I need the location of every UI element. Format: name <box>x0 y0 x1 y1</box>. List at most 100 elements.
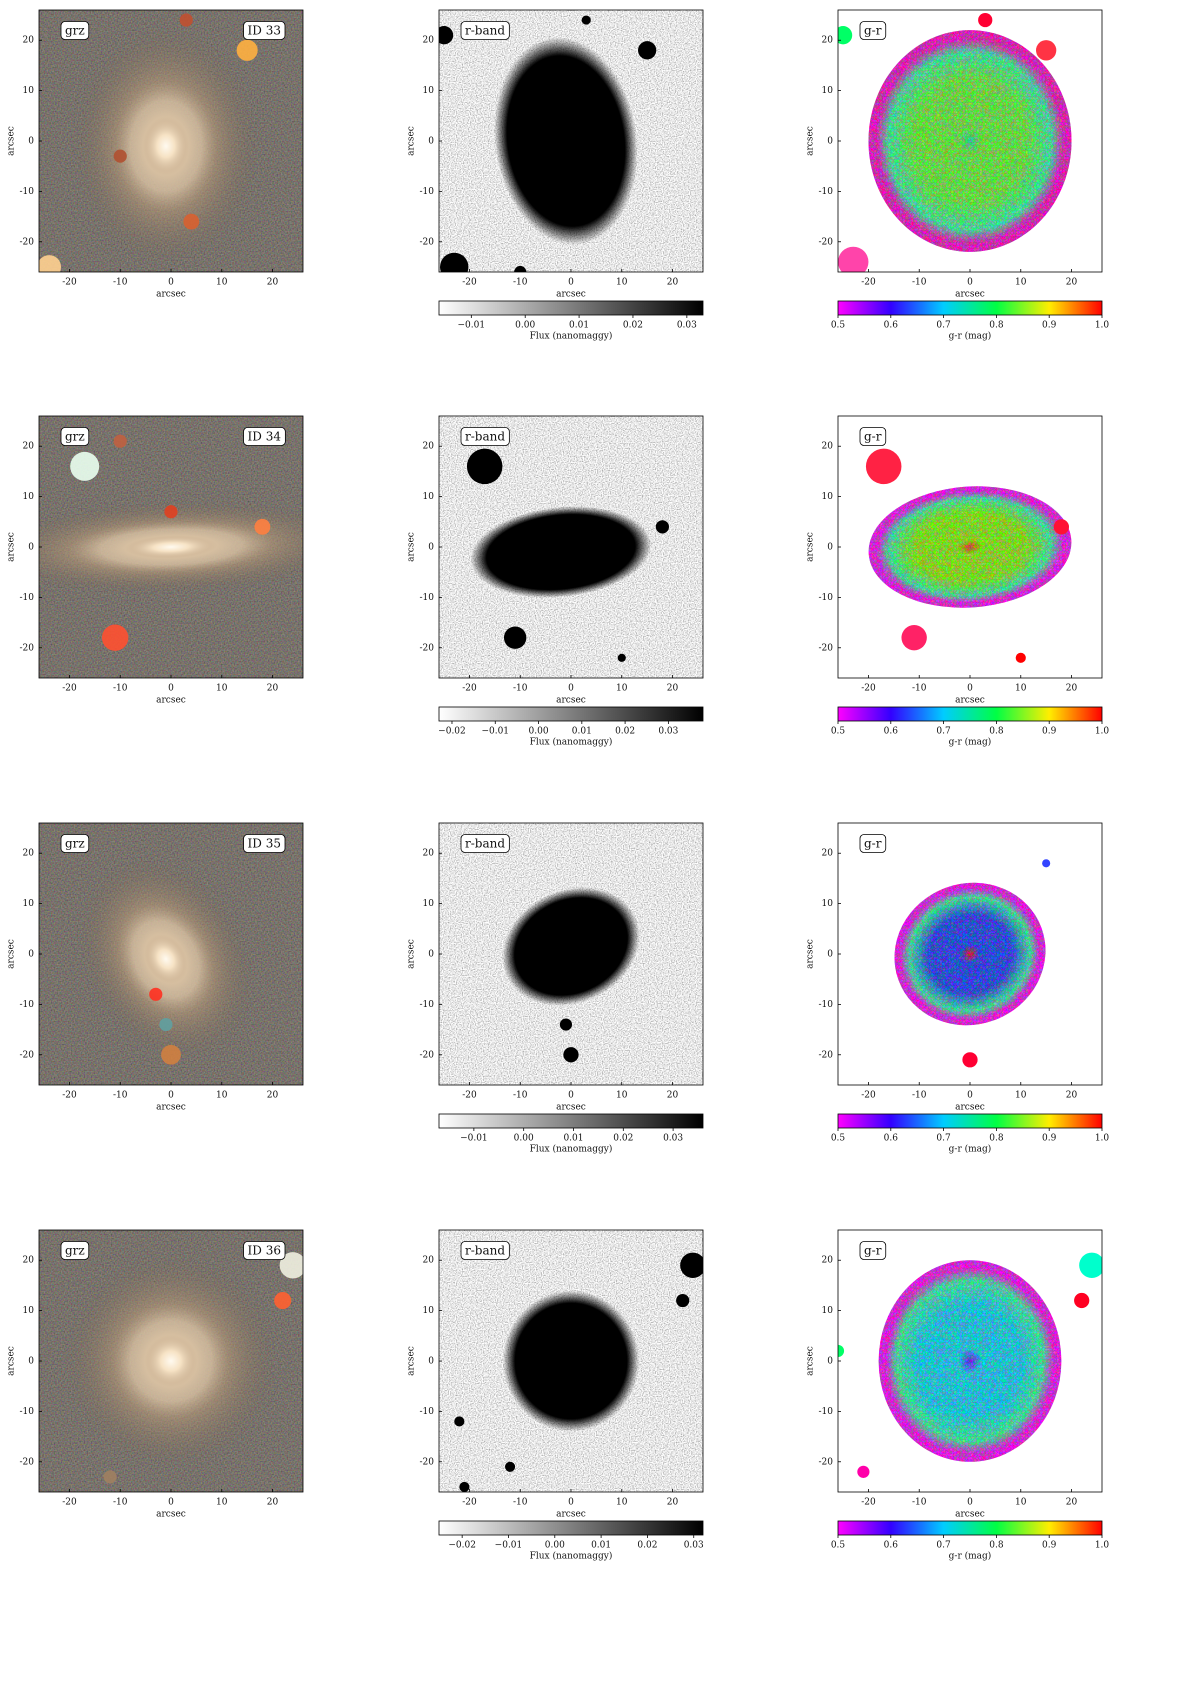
x-axis-label: arcsec <box>955 696 985 706</box>
colorbar-tick-label: 0.01 <box>563 1134 583 1144</box>
star <box>901 625 927 651</box>
y-tick-label: 20 <box>423 1256 435 1266</box>
y-tick-label: -10 <box>20 187 35 197</box>
label-box <box>859 427 887 446</box>
colorbar-tick-label: 1.0 <box>1095 727 1110 737</box>
y-tick-label: 20 <box>822 36 834 46</box>
y-tick-label: 0 <box>428 137 434 147</box>
colorbar-tick-label: −0.01 <box>495 1541 523 1551</box>
colorbar-tick-label: 0.00 <box>514 1134 534 1144</box>
colorbar-tick-label: 0.01 <box>591 1541 611 1551</box>
x-axis-label: arcsec <box>156 696 186 706</box>
x-tick-label: -10 <box>113 1091 128 1101</box>
star <box>466 448 503 485</box>
star <box>254 518 271 535</box>
x-tick-label: 10 <box>616 684 628 694</box>
x-tick-label: -10 <box>513 1498 528 1508</box>
x-tick-label: 20 <box>667 1091 679 1101</box>
x-tick-label: 20 <box>667 278 679 288</box>
x-tick-label: -10 <box>912 684 927 694</box>
y-tick-label: 20 <box>423 36 435 46</box>
label-box <box>60 427 90 446</box>
x-tick-label: -10 <box>513 278 528 288</box>
star <box>113 149 127 163</box>
panel-label: ID 33 <box>248 24 281 38</box>
y-tick-label: -10 <box>20 1000 35 1010</box>
image <box>39 10 303 272</box>
colorbar-tick-label: 0.03 <box>684 1541 704 1551</box>
y-tick-label: 20 <box>23 1256 35 1266</box>
star <box>680 1252 703 1278</box>
colorbar-tick-label: 0.5 <box>831 1541 846 1551</box>
y-tick-label: 10 <box>23 899 35 909</box>
image <box>439 823 703 1085</box>
label-box <box>243 1241 286 1260</box>
colorbar-tick-label: 0.6 <box>884 321 899 331</box>
x-tick-label: 10 <box>216 1091 228 1101</box>
panel-label: grz <box>65 837 85 851</box>
x-axis-label: arcsec <box>156 290 186 300</box>
y-tick-label: -20 <box>20 1457 35 1467</box>
galaxy-core <box>130 1320 212 1402</box>
row: -20 -10 0 10 20 -20 -10 0 10 20 arcsec arcsec -20 -10… <box>7 822 1109 1155</box>
x-axis-label: arcsec <box>156 1510 186 1520</box>
panel-label: ID 35 <box>248 837 281 851</box>
colorbar <box>438 1520 704 1536</box>
x-tick-label: 10 <box>216 1498 228 1508</box>
y-tick-label: 20 <box>423 849 435 859</box>
y-tick-label: 10 <box>822 899 834 909</box>
x-tick-label: -20 <box>462 278 477 288</box>
colorbar-tick-label: 0.01 <box>572 727 592 737</box>
panel-label: r-band <box>465 1244 505 1258</box>
x-tick-label: 10 <box>616 1498 628 1508</box>
x-tick-label: 0 <box>168 1498 174 1508</box>
star <box>274 1291 292 1310</box>
colorbar-tick-label: 1.0 <box>1095 321 1110 331</box>
colorbar-tick-label: 0.00 <box>515 321 535 331</box>
x-tick-label: 10 <box>1015 1091 1027 1101</box>
y-tick-label: -20 <box>420 237 435 247</box>
colorbar-tick-label: 0.00 <box>529 727 549 737</box>
y-tick-label: -20 <box>20 1050 35 1060</box>
colorbar-tick-label: 1.0 <box>1095 1541 1110 1551</box>
y-tick-label: -10 <box>819 1000 834 1010</box>
x-axis-label: arcsec <box>556 696 586 706</box>
colorbar <box>837 1520 1103 1536</box>
panel-label: g-r <box>864 837 882 851</box>
panel-label: ID 34 <box>248 430 282 444</box>
galaxy <box>502 1290 640 1432</box>
y-axis-label: arcsec <box>7 1346 17 1376</box>
x-tick-label: 0 <box>568 1091 574 1101</box>
colorbar-tick-label: 0.02 <box>637 1541 657 1551</box>
panel-label: ID 36 <box>248 1244 281 1258</box>
colorbar-tick-label: 0.8 <box>989 727 1004 737</box>
label-box <box>60 1241 90 1260</box>
speckle <box>878 1260 1062 1462</box>
galaxy <box>502 887 640 1006</box>
y-tick-label: 0 <box>428 1357 434 1367</box>
x-tick-label: 20 <box>267 278 279 288</box>
colorbar-tick-label: 0.5 <box>831 727 846 737</box>
x-tick-label: -10 <box>113 1498 128 1508</box>
star <box>514 265 527 272</box>
y-tick-label: 10 <box>423 492 435 502</box>
colorbar-tick-label: 0.9 <box>1042 1541 1057 1551</box>
y-tick-label: -10 <box>819 187 834 197</box>
y-tick-label: -20 <box>420 1050 435 1060</box>
y-tick-label: -20 <box>819 643 834 653</box>
star <box>161 1044 181 1065</box>
image <box>838 416 1102 678</box>
star <box>1053 519 1069 535</box>
x-tick-label: -20 <box>861 684 876 694</box>
x-tick-label: 10 <box>216 278 228 288</box>
x-tick-label: 20 <box>667 684 679 694</box>
y-tick-label: 0 <box>428 950 434 960</box>
colorbar-label: Flux (nanomaggy) <box>530 1551 613 1562</box>
x-tick-label: 0 <box>967 1498 973 1508</box>
colorbar-label: g-r (mag) <box>949 331 992 342</box>
y-axis-label: arcsec <box>806 939 816 969</box>
x-axis-label: arcsec <box>156 1103 186 1113</box>
panel-label: r-band <box>465 430 505 444</box>
x-tick-label: 20 <box>1066 278 1078 288</box>
